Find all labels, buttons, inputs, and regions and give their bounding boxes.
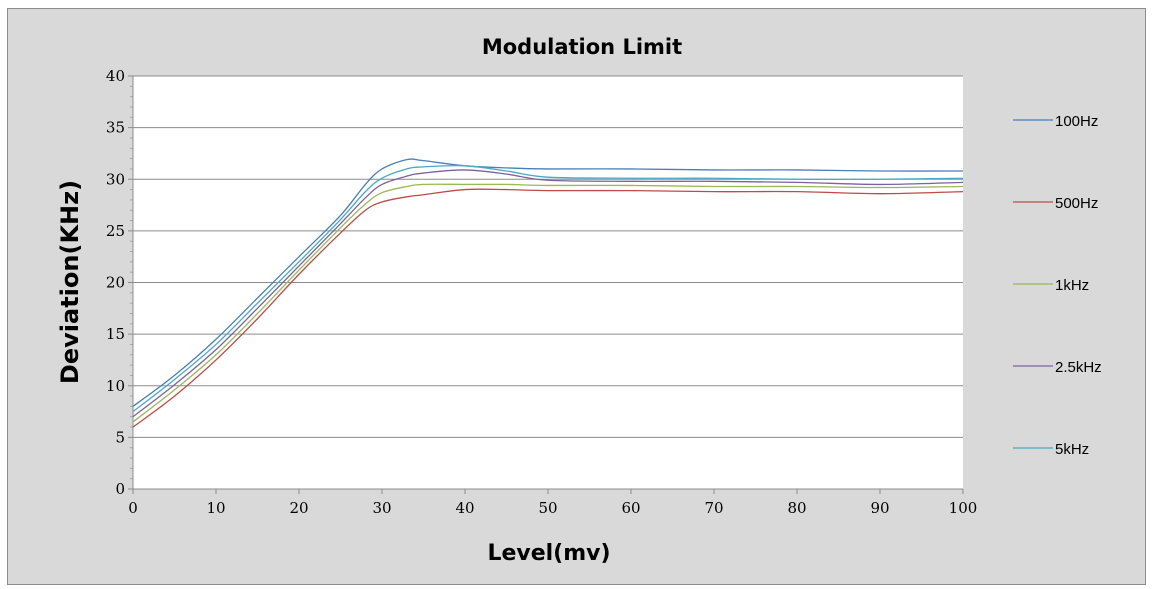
x-tick-label: 0 — [128, 499, 138, 517]
y-tick-label: 35 — [106, 119, 125, 137]
series-line-5khz — [132, 164, 964, 413]
series-line-500hz — [132, 188, 964, 428]
y-tick-label: 20 — [106, 274, 125, 292]
x-axis-title: Level(mv) — [487, 541, 610, 566]
x-tick-label: 90 — [870, 499, 889, 517]
x-tick-label: 70 — [704, 499, 723, 517]
legend-label: 2.5kHz — [1055, 359, 1102, 376]
x-tick-label: 100 — [949, 499, 978, 517]
series-lines — [132, 158, 964, 428]
y-axis-title: Deviation(KHz) — [56, 180, 84, 384]
legend-label: 100Hz — [1055, 113, 1098, 130]
y-tick-label: 30 — [106, 170, 125, 188]
x-tick-label: 10 — [206, 499, 225, 517]
legend-label: 500Hz — [1055, 195, 1098, 212]
axes: 0 5 10 15 20 25 30 35 40 0 10 20 30 40 50 60 70 80 90 100 — [106, 67, 977, 517]
y-tick-label: 25 — [106, 222, 125, 240]
series-line-1khz — [132, 183, 964, 423]
x-tick-label: 80 — [787, 499, 806, 517]
chart-title: Modulation Limit — [482, 35, 682, 59]
legend: 100Hz 500Hz 1kHz 2.5kHz 5kHz — [1013, 113, 1102, 458]
series-line-100hz — [132, 158, 964, 407]
x-tick-label: 30 — [372, 499, 391, 517]
y-tick-label: 10 — [106, 377, 125, 395]
series-line-2-5khz — [132, 169, 964, 418]
x-tick-label: 40 — [455, 499, 474, 517]
x-tick-label: 20 — [289, 499, 308, 517]
legend-label: 1kHz — [1055, 277, 1089, 294]
x-tick-label: 50 — [538, 499, 557, 517]
x-tick-label: 60 — [621, 499, 640, 517]
legend-label: 5kHz — [1055, 441, 1089, 458]
y-tick-label: 0 — [115, 480, 125, 498]
y-tick-label: 5 — [115, 428, 125, 446]
y-tick-label: 15 — [106, 325, 125, 343]
y-tick-label: 40 — [106, 67, 125, 85]
